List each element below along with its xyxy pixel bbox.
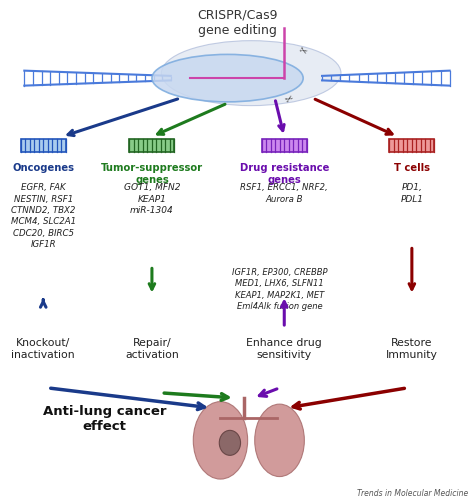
- Text: Enhance drug
sensitivity: Enhance drug sensitivity: [246, 338, 322, 360]
- Ellipse shape: [152, 55, 303, 102]
- Ellipse shape: [255, 404, 304, 476]
- FancyBboxPatch shape: [21, 139, 66, 152]
- Text: Knockout/
inactivation: Knockout/ inactivation: [11, 338, 75, 360]
- FancyBboxPatch shape: [129, 139, 174, 152]
- Ellipse shape: [161, 41, 341, 106]
- Text: Trends in Molecular Medicine: Trends in Molecular Medicine: [357, 489, 469, 498]
- Ellipse shape: [193, 402, 247, 479]
- Text: PD1,
PDL1: PD1, PDL1: [401, 183, 423, 203]
- Text: Restore
Immunity: Restore Immunity: [386, 338, 438, 360]
- Text: ✂: ✂: [297, 44, 309, 57]
- Text: Repair/
activation: Repair/ activation: [125, 338, 179, 360]
- Text: Oncogenes: Oncogenes: [12, 163, 74, 173]
- Text: RSF1, ERCC1, NRF2,
Aurora B: RSF1, ERCC1, NRF2, Aurora B: [240, 183, 328, 203]
- Text: GOT1, MFN2
KEAP1
miR-1304: GOT1, MFN2 KEAP1 miR-1304: [124, 183, 180, 215]
- Text: ✂: ✂: [283, 92, 295, 105]
- Text: T cells: T cells: [394, 163, 430, 173]
- Text: Tumor-suppressor
genes: Tumor-suppressor genes: [101, 163, 203, 185]
- Text: EGFR, FAK
NESTIN, RSF1
CTNND2, TBX2
MCM4, SLC2A1
CDC20, BIRC5
IGF1R: EGFR, FAK NESTIN, RSF1 CTNND2, TBX2 MCM4…: [11, 183, 76, 249]
- FancyBboxPatch shape: [262, 139, 307, 152]
- FancyBboxPatch shape: [390, 139, 434, 152]
- Text: Drug resistance
genes: Drug resistance genes: [239, 163, 329, 185]
- Text: IGF1R, EP300, CREBBP
MED1, LHX6, SLFN11
KEAP1, MAP2K1, MET
Eml4Alk fusion gene: IGF1R, EP300, CREBBP MED1, LHX6, SLFN11 …: [232, 268, 327, 311]
- Text: CRISPR/Cas9
gene editing: CRISPR/Cas9 gene editing: [197, 8, 277, 37]
- Text: Anti-lung cancer
effect: Anti-lung cancer effect: [43, 405, 166, 433]
- Ellipse shape: [219, 430, 240, 455]
